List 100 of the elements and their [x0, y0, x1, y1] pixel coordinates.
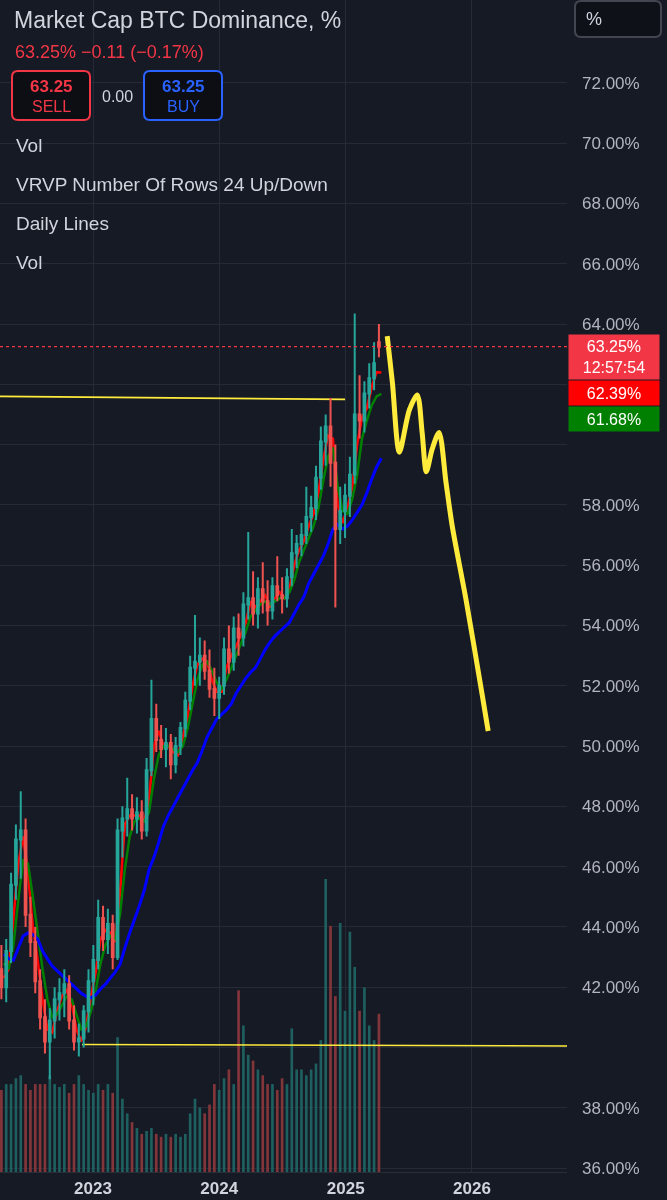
bar: [150, 1128, 153, 1172]
candlestick: [168, 733, 173, 781]
candlestick: [377, 323, 381, 359]
bar: [140, 1133, 144, 1172]
text: 61.68%: [586, 410, 642, 428]
candlestick: [328, 396, 333, 488]
bar: [19, 1075, 23, 1172]
candlestick: [333, 443, 338, 609]
bar: [261, 1075, 265, 1172]
bar: [58, 1087, 61, 1172]
bar: [116, 1037, 119, 1172]
candlestick: [212, 666, 217, 717]
bar: [174, 1133, 177, 1172]
text: 62.39%: [586, 384, 642, 402]
y-tick-label: 48.00%: [582, 797, 640, 817]
bar: [111, 1092, 115, 1172]
x-tick-label: 2025: [326, 1179, 365, 1198]
bar: [246, 1054, 250, 1172]
candlestick: [251, 570, 255, 627]
y-tick-label: 54.00%: [582, 616, 640, 636]
bar: [169, 1136, 173, 1172]
candlestick: [357, 374, 362, 440]
candlestick: [164, 726, 168, 769]
bar: [62, 1084, 66, 1172]
text: 12:57:54: [582, 358, 646, 376]
candlestick: [130, 793, 134, 832]
bar: [334, 996, 337, 1172]
bar: [208, 1104, 211, 1172]
bar: [242, 1025, 245, 1172]
annotation: BUY: [167, 98, 201, 115]
y-tick-label: 50.00%: [582, 737, 640, 757]
bar: [0, 1089, 3, 1172]
y-tick-label: 44.00%: [582, 917, 640, 937]
bar: [353, 966, 357, 1172]
bar: [290, 1028, 294, 1172]
bar: [275, 1089, 279, 1172]
y-tick-label: 58.00%: [582, 495, 640, 515]
candlestick: [62, 968, 67, 1019]
bar: [329, 925, 332, 1172]
text: 63.25% −0.11 (−0.17%): [15, 42, 204, 62]
annotation: Vol: [16, 135, 43, 156]
bar: [125, 1113, 129, 1172]
y-tick-label: 64.00%: [582, 315, 640, 334]
annotation: 63.25: [30, 77, 73, 96]
annotation: 63.25: [162, 77, 205, 96]
candlestick: [227, 624, 231, 675]
bar: [33, 1084, 37, 1172]
bar: [183, 1133, 187, 1172]
bar: [96, 1084, 100, 1172]
candlestick: [173, 736, 178, 775]
candlestick: [0, 944, 4, 1001]
candlestick: [110, 913, 115, 971]
annotation: Daily Lines: [16, 213, 109, 234]
bar: [304, 1075, 308, 1172]
candlestick: [135, 796, 139, 835]
y-tick-label: 42.00%: [582, 978, 640, 998]
candlestick: [270, 576, 275, 621]
bar: [217, 1089, 221, 1172]
bar: [363, 987, 366, 1172]
candlestick: [154, 702, 159, 754]
annotation: SELL: [32, 98, 72, 115]
y-tick-label: 52.00%: [582, 676, 640, 696]
y-tick-label: 46.00%: [582, 857, 640, 877]
y-tick-label: 66.00%: [582, 254, 640, 274]
y-tick-label: 72.00%: [582, 73, 640, 93]
candlestick: [338, 485, 343, 546]
bar: [300, 1069, 303, 1172]
bar: [87, 1089, 90, 1172]
bar: [154, 1133, 158, 1172]
ref-line-label: 63.25%: [586, 338, 642, 356]
bar: [271, 1084, 274, 1172]
bar: [367, 1025, 371, 1172]
bar: [121, 1098, 124, 1172]
bar: [203, 1113, 206, 1172]
candlestick: [236, 612, 241, 657]
bar: [358, 1010, 361, 1172]
bar: [266, 1084, 269, 1172]
bar: [4, 1084, 8, 1172]
y-tick-label: 56.00%: [582, 556, 640, 576]
bar: [179, 1136, 182, 1172]
y-tick-label: 38.00%: [582, 1098, 640, 1118]
bar: [92, 1092, 95, 1172]
y-tick-label: 70.00%: [582, 134, 640, 154]
bar: [29, 1089, 32, 1172]
bar: [295, 1069, 298, 1172]
y-tick-label: 36.00%: [582, 1159, 640, 1179]
bar: [324, 879, 328, 1172]
bar: [48, 1075, 52, 1172]
bar: [82, 1084, 85, 1172]
candlestick: [149, 678, 154, 778]
bar: [338, 922, 342, 1172]
bar: [237, 990, 240, 1172]
x-tick-label: 2026: [453, 1179, 491, 1198]
x-tick-label: 2024: [200, 1179, 239, 1198]
candlestick: [139, 799, 144, 841]
candlestick: [231, 615, 236, 672]
annotation: 0.00: [102, 88, 134, 105]
bar: [145, 1130, 148, 1172]
bar: [53, 1084, 56, 1172]
candlestick: [106, 907, 110, 956]
